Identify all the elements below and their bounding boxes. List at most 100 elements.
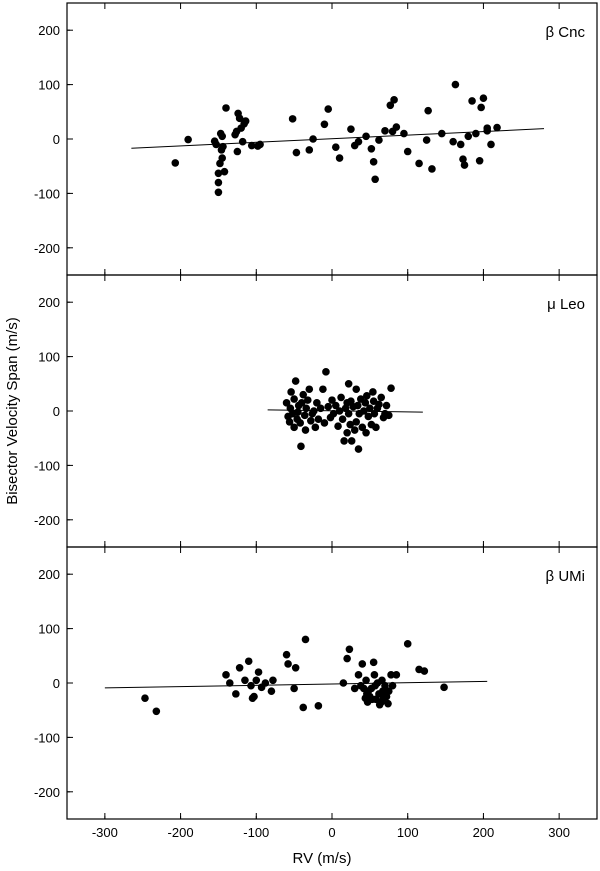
data-point: [254, 668, 263, 676]
data-point: [329, 409, 338, 418]
x-tick-label: -100: [243, 825, 269, 840]
data-point: [337, 393, 345, 402]
data-point: [222, 671, 230, 679]
data-point: [350, 684, 359, 693]
data-point: [358, 423, 367, 432]
data-point: [456, 140, 465, 149]
data-point: [472, 129, 480, 138]
data-point: [387, 384, 395, 392]
data-point: [290, 395, 298, 403]
panel-label: μ Leo: [547, 296, 585, 313]
y-tick-label: 200: [38, 567, 60, 582]
x-tick-label: 100: [397, 825, 419, 840]
x-axis-title: RV (m/s): [293, 850, 352, 867]
data-point: [387, 671, 395, 679]
y-tick-label: 0: [53, 404, 60, 419]
data-point: [483, 127, 492, 135]
data-point: [382, 401, 391, 410]
data-point: [424, 106, 432, 115]
data-point: [290, 423, 298, 432]
data-point: [305, 146, 314, 154]
data-point: [335, 154, 344, 162]
data-point: [343, 428, 351, 437]
data-point: [362, 428, 370, 437]
data-point: [320, 120, 329, 129]
panel-frame: [66, 546, 598, 820]
data-point: [477, 103, 485, 112]
data-point: [218, 154, 227, 162]
data-point: [381, 127, 389, 135]
data-point: [364, 412, 373, 421]
data-point: [238, 137, 247, 146]
data-point: [222, 104, 230, 112]
data-point: [247, 141, 256, 150]
data-point: [468, 97, 476, 105]
data-point: [354, 137, 363, 146]
data-point: [233, 147, 242, 156]
data-point: [218, 132, 227, 141]
data-point: [287, 388, 295, 396]
data-point: [256, 140, 264, 149]
data-point: [294, 408, 302, 416]
y-tick-label: 100: [38, 350, 60, 365]
data-point: [297, 399, 306, 407]
data-point: [362, 132, 370, 141]
data-point: [386, 101, 395, 110]
data-point: [220, 167, 229, 176]
data-point: [354, 445, 363, 453]
data-point: [354, 671, 363, 679]
y-tick-label: 100: [38, 78, 60, 93]
data-point: [344, 409, 353, 418]
panel-0: -200 -100 0 100 200 β Cnc: [34, 2, 598, 276]
x-tick-label: 200: [473, 825, 495, 840]
data-point: [392, 123, 401, 131]
data-point: [141, 694, 149, 703]
data-point: [247, 681, 255, 690]
data-point: [320, 419, 329, 427]
y-axis-title: Bisector Velocity Span (m/s): [4, 317, 21, 505]
fit-line: [104, 680, 488, 689]
data-point: [352, 385, 361, 394]
data-point: [346, 420, 354, 429]
data-point: [372, 423, 380, 432]
data-point: [300, 411, 309, 420]
data-point: [322, 368, 330, 376]
data-point: [241, 676, 249, 685]
data-point: [493, 123, 501, 132]
data-point: [487, 140, 495, 149]
panel-2: -200 -100 0 100 200 -300 -200 -100 0 100 200 300 β U…: [34, 546, 598, 840]
data-point: [340, 437, 348, 445]
data-point: [384, 411, 393, 420]
data-point: [403, 147, 412, 156]
data-point: [388, 681, 397, 690]
data-point: [370, 671, 379, 679]
data-point: [296, 419, 305, 427]
data-point: [440, 683, 448, 692]
y-tick-label: -100: [34, 730, 60, 745]
data-point: [369, 158, 378, 166]
x-tick-label: 0: [328, 825, 335, 840]
data-point: [363, 391, 371, 400]
data-point: [384, 699, 392, 708]
data-point: [214, 188, 223, 197]
data-point: [285, 418, 294, 426]
data-point: [369, 388, 377, 396]
data-point: [291, 377, 300, 385]
data-point: [420, 667, 429, 675]
y-tick-label: 200: [38, 23, 60, 38]
data-point: [212, 140, 220, 149]
data-point: [301, 426, 310, 434]
y-tick-label: 100: [38, 622, 60, 637]
y-tick-label: 200: [38, 295, 60, 310]
data-point: [241, 117, 250, 125]
data-point: [475, 156, 484, 165]
data-point: [459, 155, 467, 163]
data-point: [335, 407, 344, 415]
data-point: [214, 178, 223, 187]
data-point: [403, 640, 412, 648]
y-tick-label: -200: [34, 241, 60, 256]
data-point: [171, 159, 180, 167]
data-point: [307, 416, 315, 425]
data-point: [284, 660, 292, 668]
data-point: [345, 645, 354, 654]
